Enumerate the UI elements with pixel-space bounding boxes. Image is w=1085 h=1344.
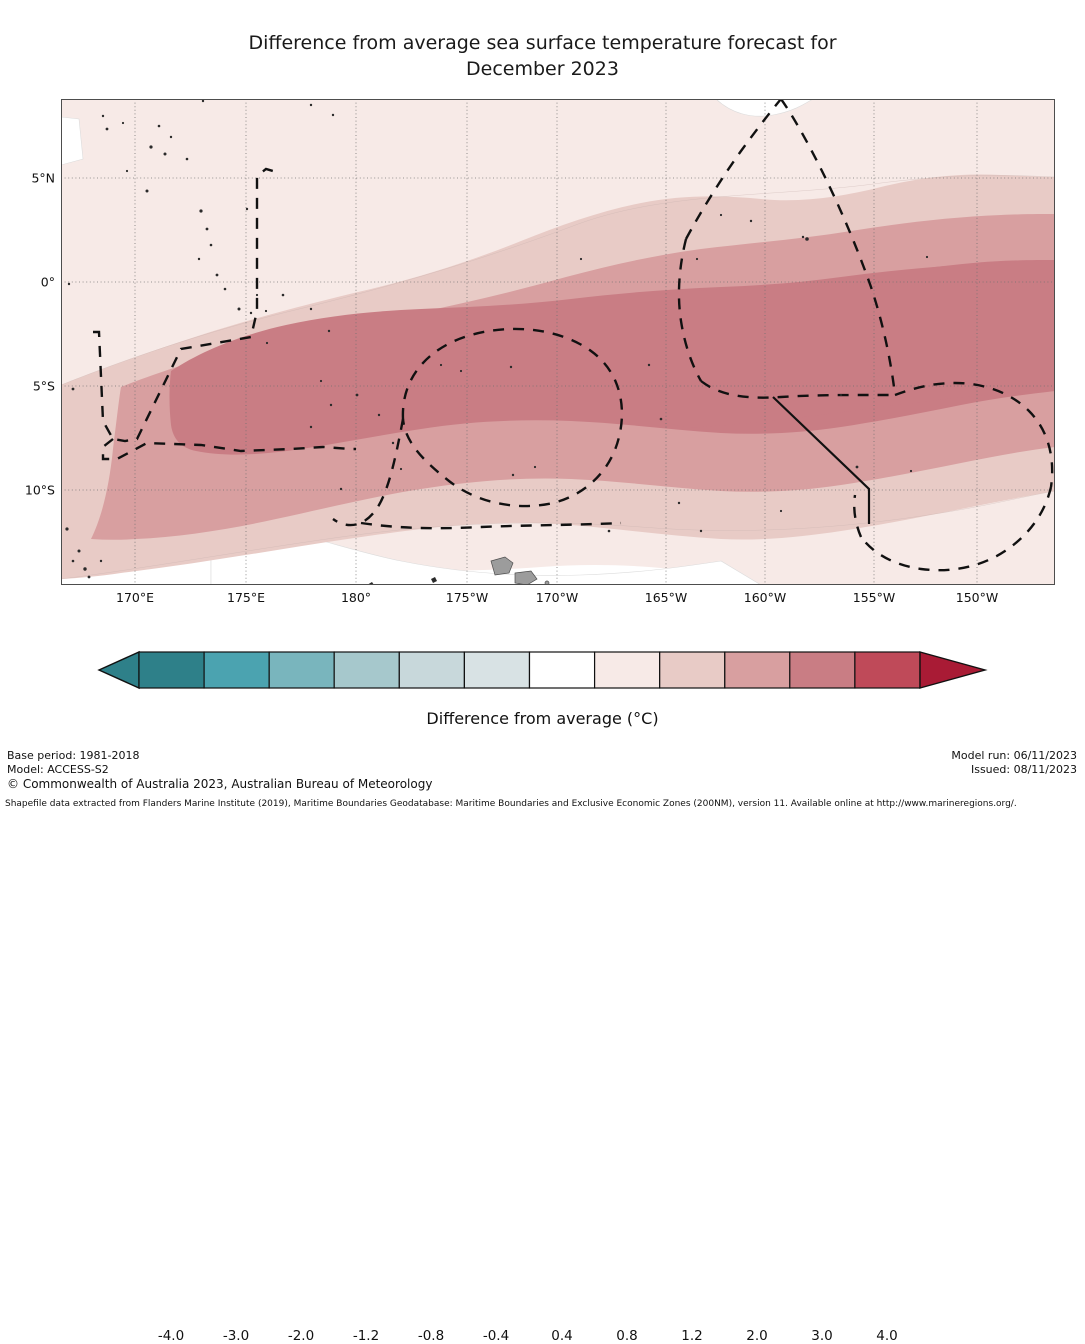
colorbar-tick-7: 0.8 bbox=[616, 1328, 638, 1344]
colorbar-axis-label: Difference from average (°C) bbox=[426, 709, 659, 728]
colorbar-cell-5 bbox=[463, 651, 531, 689]
colorbar-cell-11 bbox=[854, 651, 921, 689]
eez-boundary-northeast-bottom bbox=[700, 380, 895, 399]
eez-dashed-boundaries bbox=[93, 99, 1054, 572]
colorbar-cell-4 bbox=[398, 651, 465, 689]
colorbar-cell-9 bbox=[724, 651, 791, 689]
x-tick-0: 170°E bbox=[115, 590, 155, 605]
x-tick-5: 165°W bbox=[644, 590, 688, 605]
colorbar-tick-1: -3.0 bbox=[222, 1328, 250, 1344]
eez-boundary-northeast-right bbox=[780, 99, 897, 396]
title-line-2: December 2023 bbox=[466, 58, 619, 80]
footer-shapefile-note: Shapefile data extracted from Flanders M… bbox=[5, 799, 1017, 809]
colorbar-tick-4: -0.8 bbox=[417, 1328, 445, 1344]
colorbar-cell-7 bbox=[593, 651, 661, 689]
colorbar-cell-3 bbox=[333, 651, 400, 689]
colorbar-canvas bbox=[97, 650, 988, 690]
colorbar-cell-2 bbox=[268, 651, 335, 689]
x-tick-4: 170°W bbox=[535, 590, 579, 605]
eez-boundary-west bbox=[93, 167, 274, 443]
colorbar-cell-10 bbox=[789, 651, 856, 689]
island-specks bbox=[65, 99, 929, 579]
y-tick-0: 5°N bbox=[31, 170, 55, 186]
map-canvas bbox=[61, 99, 1055, 585]
footer-copyright: © Commonwealth of Australia 2023, Austra… bbox=[7, 777, 433, 791]
white-sliver-top-left bbox=[61, 116, 84, 166]
colorbar-tick-5: -0.4 bbox=[482, 1328, 510, 1344]
solid-boundary-line bbox=[772, 396, 871, 524]
colorbar-under-arrow bbox=[97, 650, 140, 690]
x-tick-7: 155°W bbox=[852, 590, 896, 605]
page-title: Difference from average sea surface temp… bbox=[0, 30, 1085, 82]
colorbar-cell-1 bbox=[203, 651, 270, 689]
eez-boundary-northeast-left bbox=[677, 238, 703, 382]
x-tick-6: 160°W bbox=[743, 590, 787, 605]
colorbar-tick-8: 1.2 bbox=[681, 1328, 703, 1344]
footer-base-period: Base period: 1981-2018 bbox=[7, 749, 140, 762]
colorbar-cells bbox=[138, 651, 921, 689]
x-tick-8: 150°W bbox=[955, 590, 999, 605]
colorbar-cell-0 bbox=[138, 651, 205, 689]
x-tick-3: 175°W bbox=[445, 590, 489, 605]
eez-boundary-central-oval bbox=[401, 327, 624, 508]
island-landmass-samoa bbox=[490, 556, 550, 585]
colorbar-tick-0: -4.0 bbox=[157, 1328, 185, 1344]
y-tick-1: 0° bbox=[40, 274, 55, 290]
eez-boundary-southeast bbox=[894, 381, 1054, 488]
eez-boundary-northeast bbox=[684, 99, 782, 240]
colorbar-tick-2: -2.0 bbox=[287, 1328, 315, 1344]
footer-model-run: Model run: 06/11/2023 bbox=[951, 749, 1077, 762]
colorbar-tick-11: 4.0 bbox=[876, 1328, 898, 1344]
colorbar-cell-8 bbox=[659, 651, 726, 689]
eez-boundary-southeast-left bbox=[853, 494, 863, 538]
eez-boundary-west-lower bbox=[101, 438, 356, 461]
white-notch-top bbox=[715, 99, 814, 117]
map-gridlines bbox=[61, 99, 1055, 585]
y-tick-3: 10°S bbox=[24, 482, 55, 498]
title-line-1: Difference from average sea surface temp… bbox=[248, 32, 837, 54]
colorbar-tick-10: 3.0 bbox=[811, 1328, 833, 1344]
colorbar-tick-6: 0.4 bbox=[551, 1328, 573, 1344]
colorbar-cell-6 bbox=[528, 651, 596, 689]
x-tick-1: 175°E bbox=[226, 590, 266, 605]
sst-anomaly-map[interactable] bbox=[61, 99, 1055, 585]
eez-boundary-central-lower bbox=[332, 418, 405, 527]
y-tick-2: 5°S bbox=[32, 378, 55, 394]
footer-model: Model: ACCESS-S2 bbox=[7, 763, 109, 776]
eez-boundary-central-tail bbox=[360, 521, 622, 530]
footer-issued: Issued: 08/11/2023 bbox=[970, 763, 1077, 776]
colorbar-over-arrow bbox=[919, 651, 988, 689]
x-tick-2: 180° bbox=[340, 590, 372, 605]
colorbar-tick-3: -1.2 bbox=[352, 1328, 380, 1344]
eez-boundary-southeast-lower bbox=[860, 486, 1053, 572]
colorbar-tick-9: 2.0 bbox=[746, 1328, 768, 1344]
